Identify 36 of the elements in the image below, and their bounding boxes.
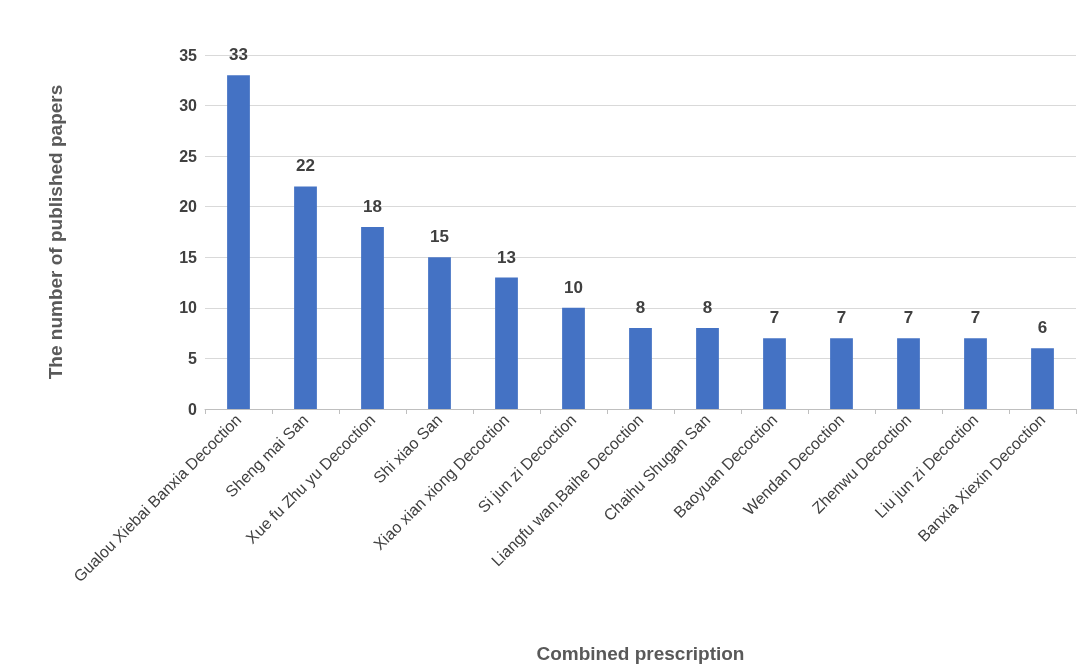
y-tick-label: 0 <box>188 400 198 418</box>
bar <box>629 328 652 409</box>
data-label: 15 <box>430 227 449 247</box>
x-axis-title: Combined prescription <box>536 643 745 664</box>
bar <box>428 257 451 409</box>
data-label: 7 <box>769 308 780 328</box>
y-axis-title: The number of published papers <box>45 84 66 380</box>
y-tick-label: 25 <box>179 147 198 165</box>
bar <box>763 338 786 409</box>
bar <box>361 226 384 409</box>
data-label: 7 <box>970 308 981 328</box>
bar <box>227 75 250 409</box>
y-tick-label: 15 <box>179 248 198 266</box>
data-label: 7 <box>836 308 847 328</box>
bar <box>830 338 853 409</box>
data-label: 7 <box>903 308 914 328</box>
bar <box>562 307 585 409</box>
data-label: 22 <box>296 156 315 176</box>
y-tick-label: 35 <box>179 46 198 64</box>
y-tick-label: 30 <box>179 97 198 115</box>
bar <box>1031 348 1054 409</box>
data-label: 8 <box>702 298 713 318</box>
bar <box>964 338 987 409</box>
bar <box>696 328 719 409</box>
data-label: 6 <box>1037 318 1048 338</box>
data-label: 10 <box>564 277 583 297</box>
y-tick-label: 10 <box>179 299 198 317</box>
data-label: 18 <box>363 196 382 216</box>
data-label: 8 <box>635 298 646 318</box>
y-tick-label: 5 <box>188 349 198 367</box>
data-label: 33 <box>229 45 248 65</box>
bar <box>495 277 518 409</box>
bar <box>294 186 317 409</box>
y-tick-label: 20 <box>179 198 198 216</box>
data-label: 13 <box>497 247 516 267</box>
bar <box>897 338 920 409</box>
